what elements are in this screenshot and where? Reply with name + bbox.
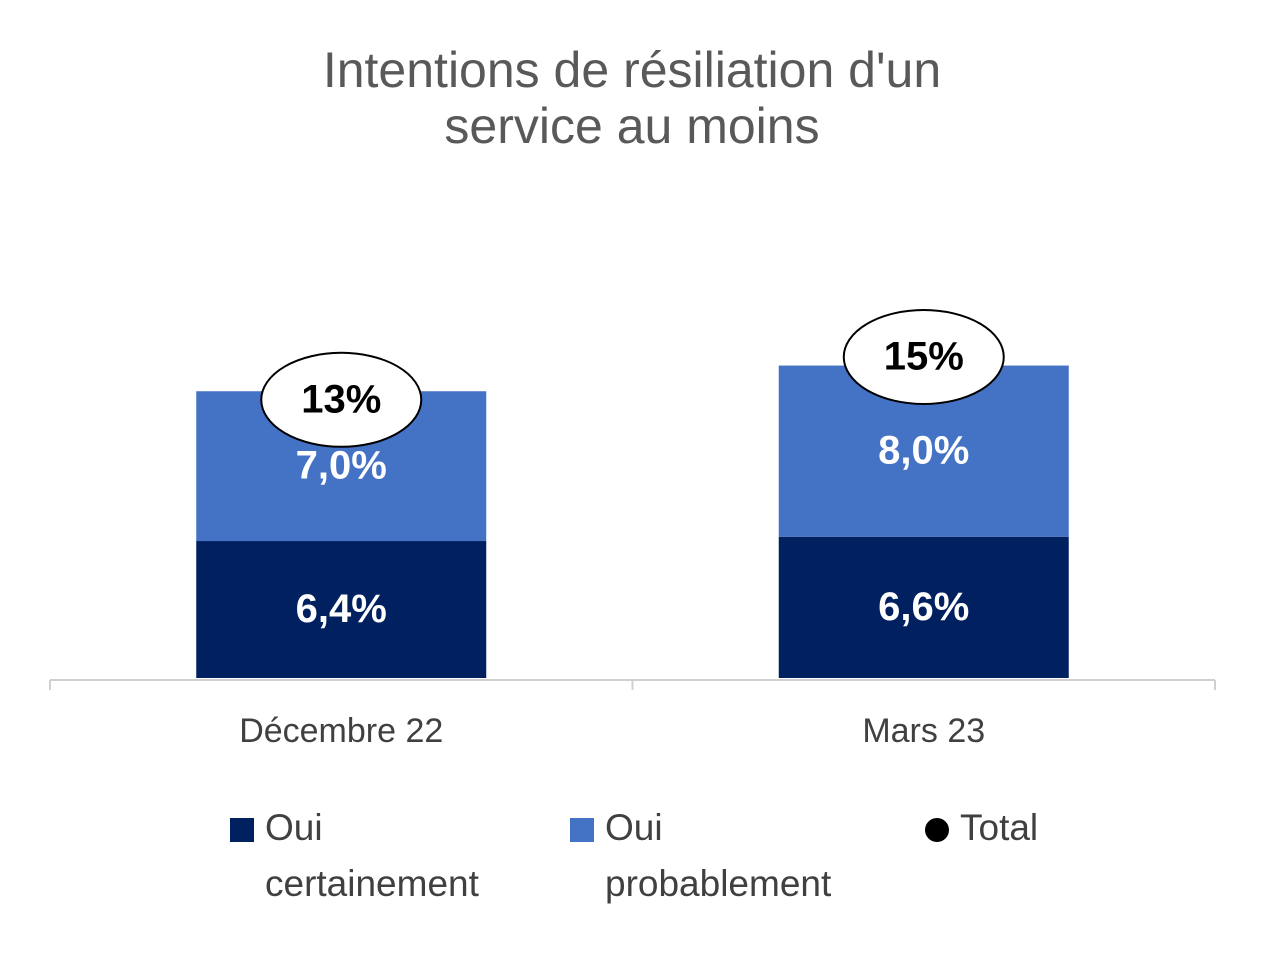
legend-swatch: [925, 818, 949, 842]
x-tick-label: Décembre 22: [239, 712, 443, 750]
data-label: 7,0%: [296, 444, 387, 488]
total-label: 13%: [301, 377, 381, 421]
legend-item: Oui probablement: [570, 800, 890, 912]
bar-segment: [778, 536, 1069, 678]
legend-label: Oui certainement: [265, 807, 479, 904]
data-label: 8,0%: [878, 429, 969, 473]
legend-item: Total: [925, 800, 1165, 856]
chart-title: Intentions de résiliation d'un service a…: [322, 42, 942, 154]
legend-label: Oui probablement: [605, 807, 832, 904]
legend-item: Oui certainement: [230, 800, 540, 912]
data-label: 6,6%: [878, 585, 969, 629]
bar-segment: [196, 541, 487, 678]
x-tick-label: Mars 23: [862, 712, 985, 750]
legend-swatch: [570, 818, 594, 842]
total-marker: [260, 351, 423, 448]
legend-label: Total: [960, 807, 1039, 848]
legend-swatch: [230, 818, 254, 842]
total-marker: [842, 309, 1005, 405]
data-label: 6,4%: [296, 587, 387, 631]
total-label: 15%: [884, 335, 964, 379]
